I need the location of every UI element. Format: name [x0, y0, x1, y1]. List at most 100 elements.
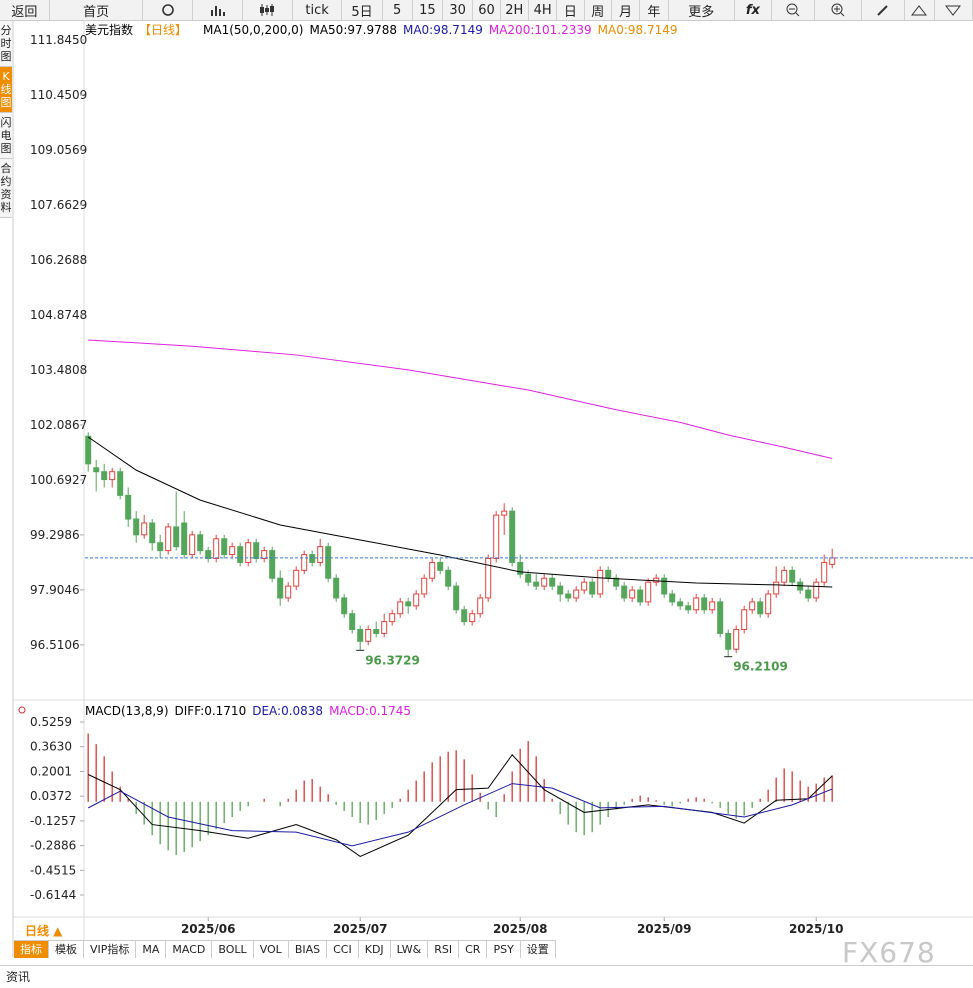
indicator-tab[interactable]: 指标 [14, 941, 49, 958]
period-button[interactable]: 5 [383, 0, 413, 20]
candle-body [805, 589, 812, 599]
candle-body [653, 577, 660, 583]
candle-body [789, 569, 796, 583]
indicator-tab[interactable]: CCI [327, 941, 359, 958]
side-tab[interactable]: 合约资料 [0, 159, 12, 218]
candle-body [413, 593, 420, 607]
shape-button[interactable] [905, 0, 935, 20]
candle-body [173, 526, 180, 548]
home-button[interactable]: 首页 [50, 0, 144, 20]
period-button[interactable]: 4H [529, 0, 558, 20]
indicator-tab[interactable]: CR [459, 941, 488, 958]
indicator-tab[interactable]: MACD [166, 941, 213, 958]
y-tick-label: 102.0867 [30, 418, 87, 432]
back-button[interactable]: 返回 [0, 0, 50, 20]
period-button[interactable]: 5日 [342, 0, 383, 20]
candle-body [693, 597, 700, 611]
candle-body [157, 542, 164, 552]
indicator-tab[interactable]: VIP指标 [84, 941, 137, 958]
candle-body [645, 581, 652, 603]
y-tick-label: 99.2986 [30, 528, 80, 542]
news-tab[interactable]: 资讯 [6, 970, 31, 984]
triangle-icon [945, 5, 962, 16]
period-button[interactable]: 15 [413, 0, 444, 20]
low-annotation: 96.3729 [365, 653, 420, 667]
indicator-tab[interactable]: KDJ [359, 941, 391, 958]
candle-body [749, 601, 756, 611]
candle-body [213, 538, 220, 560]
chart-title: MACD(13,8,9) [85, 704, 169, 718]
indicator-tab[interactable]: RSI [428, 941, 460, 958]
candle-body [541, 577, 548, 587]
candle-body [501, 510, 508, 516]
tick-button[interactable]: tick [293, 0, 343, 20]
zoom-out-button[interactable] [772, 0, 815, 20]
candle-body [757, 601, 764, 615]
candle-body [125, 494, 132, 520]
candle-body [717, 601, 724, 634]
candle-body [509, 510, 516, 563]
legend-item: MA0:98.7149 [402, 23, 483, 37]
candle-body [93, 467, 100, 473]
refresh-button[interactable] [143, 0, 194, 20]
candle-body [181, 522, 188, 556]
side-tab[interactable]: K线图 [0, 67, 12, 113]
candle-button[interactable] [243, 0, 293, 20]
candle-body [389, 613, 396, 623]
indicator-tab[interactable]: 设置 [521, 941, 556, 958]
side-tab[interactable]: 分时图 [0, 21, 12, 67]
candle-body [437, 561, 444, 571]
candle-body [269, 550, 276, 579]
candle-body [357, 629, 364, 642]
candle-body [245, 542, 252, 563]
legend-item: MACD:0.1745 [329, 704, 412, 718]
candle-body [773, 581, 780, 595]
period-button[interactable]: 年 [640, 0, 669, 20]
y-tick-label: -0.1257 [30, 814, 76, 828]
indicator-tab[interactable]: VOL [254, 941, 289, 958]
candle-body [677, 601, 684, 607]
side-tab[interactable]: 闪电图 [0, 113, 12, 159]
candle-body [557, 585, 564, 595]
indicator-tab[interactable]: BIAS [289, 941, 328, 958]
zoom-out-icon [786, 3, 800, 17]
legend-item: MA200:101.2339 [488, 23, 592, 37]
candle-body [453, 585, 460, 611]
period-button[interactable]: 日 [557, 0, 585, 20]
legend-item: DIFF:0.1710 [174, 704, 247, 718]
candle-body [293, 569, 300, 587]
indicator-tab[interactable]: LW& [391, 941, 429, 958]
indicator-tab[interactable]: BOLL [212, 941, 254, 958]
candle-body [637, 589, 644, 603]
zoom-in-icon [831, 3, 845, 17]
candle-body [421, 577, 428, 595]
chart-subtitle: 【日线】 [139, 23, 188, 37]
candle-body [701, 597, 708, 611]
zoom-in-button[interactable] [815, 0, 862, 20]
indicator-tab[interactable]: 模板 [49, 941, 84, 958]
period-selector[interactable]: 日线 ▲ [25, 924, 63, 938]
bar-icon [210, 6, 225, 16]
period-button[interactable]: 2H [501, 0, 529, 20]
candle-body [445, 569, 452, 587]
indicator-tab[interactable]: MA [136, 941, 167, 958]
period-button[interactable]: 60 [473, 0, 501, 20]
indicator-tab[interactable]: PSY [487, 941, 521, 958]
period-button[interactable]: 30 [443, 0, 474, 20]
bar-chart-button[interactable] [193, 0, 243, 20]
y-tick-label: 0.3630 [30, 740, 72, 754]
candle-body [661, 577, 668, 595]
formula-button[interactable]: fx [735, 0, 772, 20]
pen-button[interactable] [862, 0, 905, 20]
settings-icon[interactable] [18, 706, 26, 714]
y-tick-label: 106.2688 [30, 253, 87, 267]
y-tick-label: 96.5106 [30, 638, 80, 652]
candle-body [101, 471, 108, 481]
bottom-tabs: 指标 模板 VIP指标 MA MACD BOLL VOL BIAS CCI KDJ LW& RSI CR… [14, 940, 556, 958]
more-button[interactable]: 更多 [669, 0, 735, 20]
y-tick-label: -0.2886 [30, 839, 76, 853]
period-button[interactable]: 月 [612, 0, 641, 20]
candle-body [597, 569, 604, 595]
period-button[interactable]: 周 [585, 0, 612, 20]
